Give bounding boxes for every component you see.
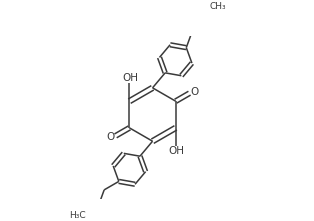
Text: OH: OH xyxy=(122,73,138,83)
Text: CH₃: CH₃ xyxy=(210,2,227,11)
Text: O: O xyxy=(190,87,198,97)
Text: OH: OH xyxy=(169,147,185,156)
Text: H₃C: H₃C xyxy=(69,211,86,220)
Text: O: O xyxy=(106,132,115,142)
